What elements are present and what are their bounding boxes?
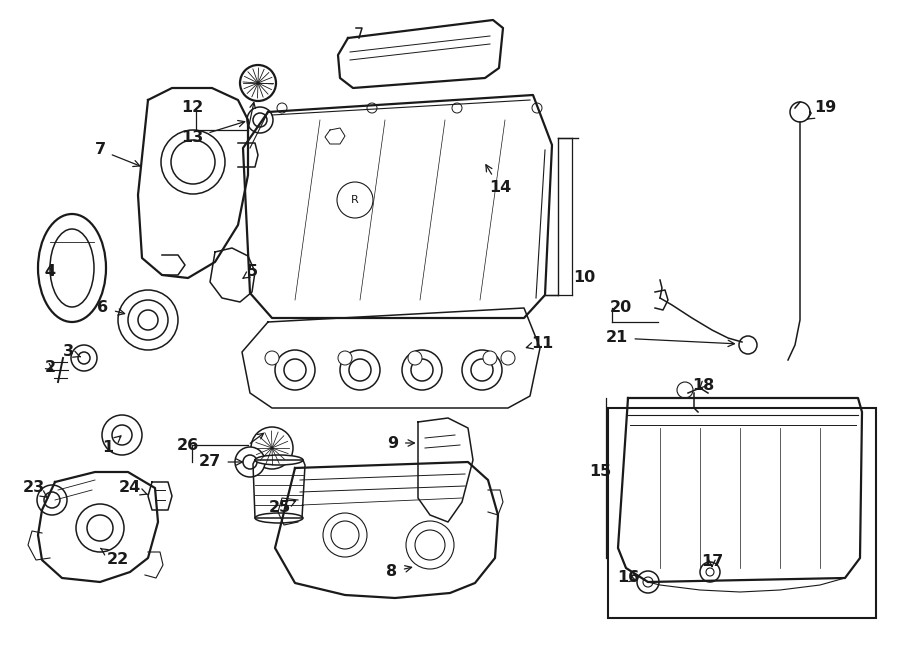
Circle shape (171, 140, 215, 184)
Circle shape (37, 485, 67, 515)
Circle shape (402, 350, 442, 390)
Text: 3: 3 (62, 344, 80, 360)
Circle shape (406, 521, 454, 569)
Text: 7: 7 (94, 143, 140, 167)
Bar (608, 408, 876, 618)
Circle shape (253, 113, 267, 127)
Text: 20: 20 (610, 301, 632, 315)
Circle shape (337, 182, 373, 218)
Text: 22: 22 (101, 549, 129, 568)
Circle shape (323, 513, 367, 557)
Circle shape (235, 447, 265, 477)
Circle shape (367, 103, 377, 113)
Circle shape (462, 350, 502, 390)
Text: 17: 17 (701, 555, 723, 570)
Text: 12: 12 (181, 100, 203, 116)
Circle shape (44, 492, 60, 508)
Circle shape (78, 352, 90, 364)
Text: 1: 1 (103, 436, 121, 455)
Circle shape (118, 290, 178, 350)
Text: 14: 14 (486, 165, 511, 196)
Text: 2: 2 (44, 360, 56, 375)
Text: 13: 13 (181, 120, 245, 145)
Ellipse shape (255, 513, 303, 523)
Circle shape (677, 382, 693, 398)
Ellipse shape (38, 214, 106, 322)
Text: 19: 19 (807, 100, 836, 119)
Circle shape (452, 103, 462, 113)
Circle shape (71, 345, 97, 371)
Circle shape (240, 65, 276, 101)
Circle shape (128, 300, 168, 340)
Circle shape (739, 336, 757, 354)
Circle shape (251, 427, 293, 469)
Circle shape (275, 350, 315, 390)
Circle shape (471, 359, 493, 381)
Text: 21: 21 (606, 330, 734, 346)
Text: 4: 4 (44, 264, 56, 280)
Text: 10: 10 (573, 270, 595, 286)
Circle shape (87, 515, 113, 541)
Circle shape (338, 351, 352, 365)
Circle shape (408, 351, 422, 365)
Circle shape (643, 577, 653, 587)
Text: 15: 15 (589, 465, 611, 479)
Text: R: R (351, 195, 359, 205)
Circle shape (112, 425, 132, 445)
Circle shape (138, 310, 158, 330)
Circle shape (501, 351, 515, 365)
Text: 27: 27 (199, 455, 242, 469)
Text: 24: 24 (119, 481, 148, 496)
Circle shape (532, 103, 542, 113)
Text: 11: 11 (526, 336, 554, 350)
Circle shape (340, 350, 380, 390)
Text: 8: 8 (386, 564, 411, 580)
Circle shape (102, 415, 142, 455)
Circle shape (331, 521, 359, 549)
Text: 5: 5 (243, 264, 257, 280)
Circle shape (411, 359, 433, 381)
Circle shape (706, 568, 714, 576)
Text: 25: 25 (269, 500, 296, 516)
Circle shape (349, 359, 371, 381)
Circle shape (76, 504, 124, 552)
Text: 16: 16 (616, 570, 639, 586)
Ellipse shape (50, 229, 94, 307)
Text: 26: 26 (177, 438, 199, 453)
Circle shape (277, 103, 287, 113)
Circle shape (415, 530, 445, 560)
Circle shape (243, 455, 257, 469)
Circle shape (161, 130, 225, 194)
Circle shape (284, 359, 306, 381)
Ellipse shape (255, 455, 303, 465)
Circle shape (483, 351, 497, 365)
Text: 9: 9 (387, 436, 414, 451)
Text: 23: 23 (22, 481, 48, 498)
Text: 18: 18 (692, 377, 714, 393)
Text: 6: 6 (97, 301, 124, 315)
Circle shape (265, 351, 279, 365)
Circle shape (247, 107, 273, 133)
Circle shape (637, 571, 659, 593)
Circle shape (700, 562, 720, 582)
